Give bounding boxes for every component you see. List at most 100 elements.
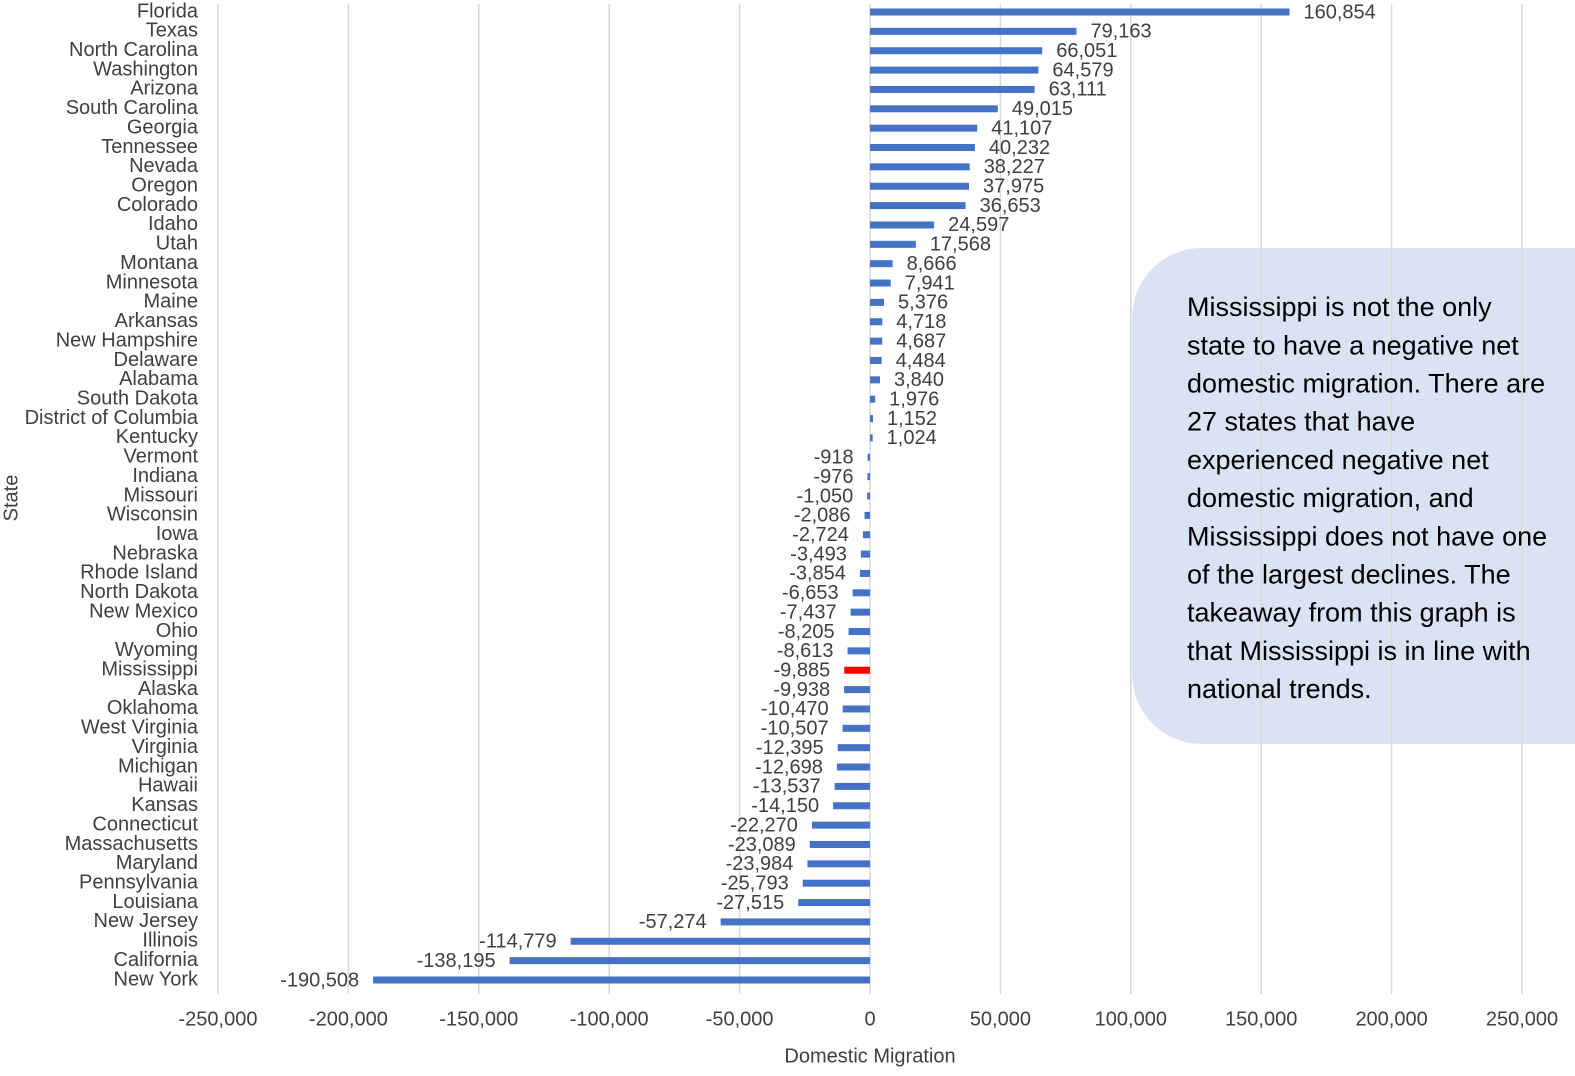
data-label: 4,484: [896, 350, 946, 372]
y-tick-label: Massachusetts: [65, 833, 198, 855]
bar: [867, 453, 870, 461]
bar: [870, 221, 935, 229]
y-tick-label: Utah: [156, 233, 198, 255]
data-label: 1,024: [887, 427, 937, 449]
y-tick-label: North Dakota: [80, 581, 199, 603]
y-tick-label: Rhode Island: [80, 562, 198, 584]
annotation-line: domestic migration. There are: [1187, 369, 1545, 399]
annotation-line: Mississippi is not the only: [1187, 292, 1492, 322]
data-label: -12,395: [756, 737, 824, 759]
y-tick-label: New Jersey: [94, 910, 198, 932]
y-tick-label: Hawaii: [138, 775, 198, 797]
data-label: 79,163: [1090, 21, 1151, 43]
annotation-line: national trends.: [1187, 674, 1372, 704]
data-label: -2,724: [792, 524, 849, 546]
data-label: -23,984: [726, 853, 794, 875]
data-label: -7,437: [780, 601, 837, 623]
y-tick-label: Washington: [93, 58, 198, 80]
bar: [870, 376, 881, 384]
bar: [870, 124, 978, 132]
y-tick-label: Minnesota: [106, 271, 199, 293]
y-tick-label: Iowa: [156, 523, 199, 545]
y-tick-label: Kentucky: [116, 426, 198, 448]
y-tick-label: Wisconsin: [107, 504, 198, 526]
y-tick-label: Maine: [144, 291, 198, 313]
data-label: -1,050: [797, 485, 854, 507]
bar: [870, 395, 876, 403]
data-label: -10,507: [761, 718, 829, 740]
y-tick-label: Montana: [120, 252, 199, 274]
bar: [860, 550, 870, 558]
annotation-line: takeaway from this graph is: [1187, 598, 1516, 628]
data-label: 3,840: [894, 369, 944, 391]
data-label: -976: [813, 466, 853, 488]
data-label: -3,854: [789, 563, 846, 585]
y-tick-label: New Hampshire: [56, 329, 198, 351]
bar: [864, 511, 870, 519]
y-tick-label: Alabama: [119, 368, 199, 390]
bar: [852, 589, 870, 597]
y-tick-label: Wyoming: [115, 639, 198, 661]
y-tick-label: Tennessee: [101, 136, 198, 158]
annotation-line: domestic migration, and: [1187, 483, 1474, 513]
y-tick-label: Maryland: [116, 852, 198, 874]
x-tick-label: -150,000: [439, 1008, 518, 1030]
x-tick-label: 0: [864, 1008, 875, 1030]
y-tick-label: Louisiana: [112, 891, 199, 913]
bar: [870, 298, 885, 306]
bar: [720, 918, 870, 926]
y-tick-label: Missouri: [124, 484, 198, 506]
y-tick-label: Alaska: [138, 678, 199, 700]
data-label: -27,515: [716, 892, 784, 914]
bar: [837, 744, 870, 752]
bar: [870, 434, 873, 442]
bar: [844, 686, 870, 694]
y-tick-label: Virginia: [132, 736, 199, 758]
bar: [870, 85, 1035, 93]
data-label: 8,666: [907, 253, 957, 275]
data-label: -22,270: [730, 814, 798, 836]
y-tick-label: Oregon: [131, 175, 198, 197]
bar: [870, 27, 1077, 35]
x-tick-label: -50,000: [706, 1008, 774, 1030]
data-label: 63,111: [1049, 79, 1107, 101]
bar: [802, 879, 870, 887]
y-tick-label: Delaware: [114, 349, 198, 371]
bar: [870, 182, 970, 190]
data-label: -13,537: [753, 776, 821, 798]
bar: [842, 724, 870, 732]
data-label: -12,698: [755, 756, 823, 778]
y-tick-label: Illinois: [142, 930, 198, 952]
data-label: -57,274: [639, 911, 707, 933]
y-tick-label: South Carolina: [66, 97, 199, 119]
x-axis-title: Domestic Migration: [784, 1045, 955, 1067]
bar: [870, 415, 874, 423]
data-label: -23,089: [728, 834, 796, 856]
bar: [847, 647, 870, 655]
bar: [870, 8, 1290, 16]
annotation-line: of the largest declines. The: [1187, 560, 1511, 590]
y-tick-label: Idaho: [148, 213, 198, 235]
bar: [870, 279, 891, 287]
data-label: 160,854: [1304, 1, 1376, 23]
bar: [809, 840, 870, 848]
data-label: 66,051: [1056, 40, 1117, 62]
y-tick-label: North Carolina: [69, 39, 199, 61]
x-tick-label: -200,000: [309, 1008, 388, 1030]
y-tick-label: Texas: [146, 20, 198, 42]
annotation-line: state to have a negative net: [1187, 330, 1519, 360]
bar: [867, 473, 870, 481]
y-tick-label: Nebraska: [112, 542, 198, 564]
bar: [833, 802, 870, 810]
y-tick-label: New York: [114, 968, 199, 990]
data-label: -2,086: [794, 505, 851, 527]
y-tick-label: Arizona: [130, 78, 199, 100]
x-tick-label: 50,000: [970, 1008, 1031, 1030]
data-label: -9,938: [773, 679, 830, 701]
data-label: -9,885: [774, 660, 831, 682]
bar: [870, 240, 916, 248]
bar: [373, 976, 870, 984]
y-tick-label: Nevada: [129, 155, 199, 177]
